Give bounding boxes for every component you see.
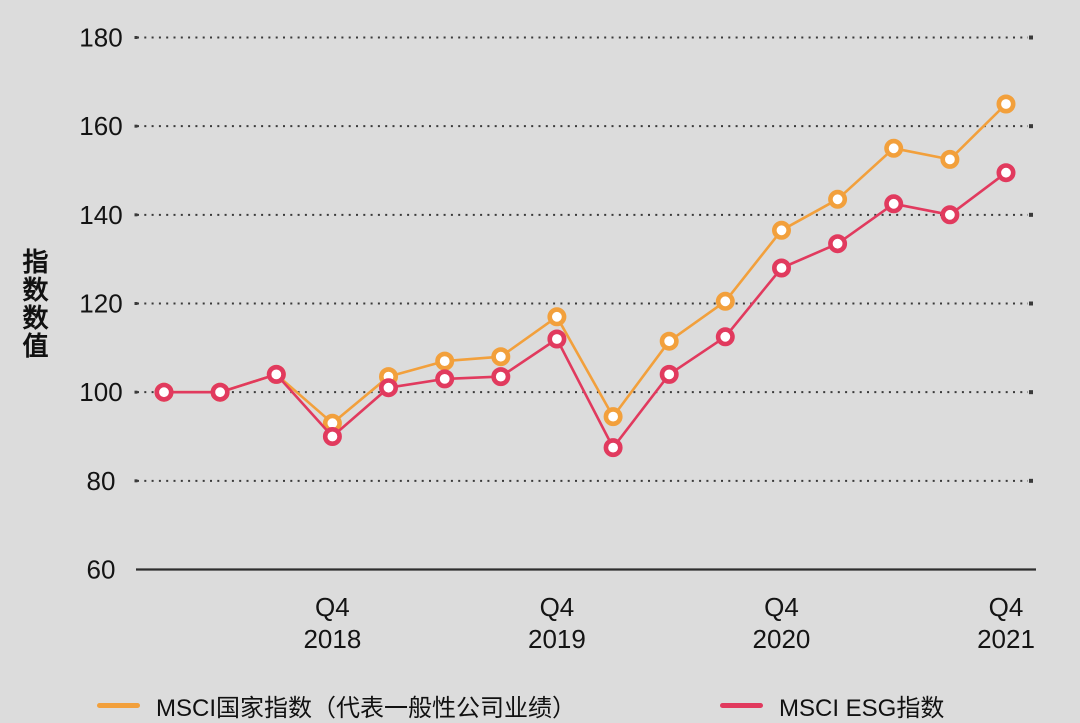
x-tick-quarter-label: Q4 xyxy=(315,592,350,622)
data-point-marker xyxy=(715,291,735,311)
esg-index-line-swatch xyxy=(720,702,763,708)
data-point-marker xyxy=(603,407,623,427)
gridline-start-dot xyxy=(134,36,138,39)
y-tick-label: 160 xyxy=(79,111,122,141)
data-point-marker xyxy=(659,331,679,351)
legend-item-esg-index: MSCI ESG指数 xyxy=(720,688,944,722)
data-point-marker xyxy=(996,94,1016,114)
y-axis-title: 指数数值 xyxy=(19,248,49,360)
y-tick-label: 140 xyxy=(79,200,122,230)
data-point-marker xyxy=(491,347,511,367)
data-point-marker xyxy=(940,205,960,225)
gridline-end-dot xyxy=(1029,124,1033,129)
gridline-end-dot xyxy=(1029,301,1033,306)
data-point-marker xyxy=(491,367,511,387)
data-point-marker xyxy=(210,382,230,402)
data-point-marker xyxy=(547,307,567,327)
data-point-marker xyxy=(322,426,342,446)
data-point-marker xyxy=(659,364,679,384)
data-point-marker xyxy=(435,369,455,389)
data-point-marker xyxy=(771,220,791,240)
x-tick-quarter-label: Q4 xyxy=(764,592,799,622)
gridline-start-dot xyxy=(134,124,138,128)
data-point-marker xyxy=(603,438,623,458)
y-tick-label: 120 xyxy=(79,289,122,319)
data-point-marker xyxy=(771,258,791,278)
x-tick-year-label: 2019 xyxy=(528,624,586,654)
data-point-marker xyxy=(940,149,960,169)
gridline-start-dot xyxy=(134,390,138,394)
legend-label-esg-index: MSCI ESG指数 xyxy=(779,694,945,722)
x-tick-year-label: 2020 xyxy=(753,624,811,654)
x-tick-year-label: 2021 xyxy=(977,624,1035,654)
data-point-marker xyxy=(715,327,735,347)
gridline-start-dot xyxy=(134,302,138,305)
data-point-marker xyxy=(884,138,904,158)
data-point-marker xyxy=(378,378,398,398)
gridline-start-dot xyxy=(134,479,138,483)
x-tick-quarter-label: Q4 xyxy=(540,592,575,622)
data-point-marker xyxy=(828,189,848,209)
gridline-start-dot xyxy=(134,213,138,217)
data-point-marker xyxy=(996,163,1016,183)
series-line-1 xyxy=(164,171,1007,449)
gridline-end-dot xyxy=(1029,478,1033,483)
data-point-marker xyxy=(266,364,286,384)
gridline-end-dot xyxy=(1029,35,1033,40)
gridline-end-dot xyxy=(1029,212,1033,217)
country-index-line-swatch xyxy=(97,702,140,708)
y-tick-label: 80 xyxy=(87,466,116,496)
chart-legend: MSCI国家指数（代表一般性公司业绩） MSCI ESG指数 xyxy=(0,688,1080,722)
y-tick-label: 180 xyxy=(79,23,122,53)
x-tick-quarter-label: Q4 xyxy=(989,592,1024,622)
data-point-marker xyxy=(435,351,455,371)
series-line-0 xyxy=(164,103,1007,425)
data-point-marker xyxy=(154,382,174,402)
y-tick-label: 100 xyxy=(79,377,122,407)
x-tick-year-label: 2018 xyxy=(303,624,361,654)
data-point-marker xyxy=(884,194,904,214)
data-point-marker xyxy=(828,234,848,254)
gridline-end-dot xyxy=(1029,390,1033,395)
y-tick-label: 60 xyxy=(87,555,116,585)
legend-label-country-index: MSCI国家指数（代表一般性公司业绩） xyxy=(156,694,576,722)
legend-item-country-index: MSCI国家指数（代表一般性公司业绩） xyxy=(97,688,576,722)
data-point-marker xyxy=(547,329,567,349)
